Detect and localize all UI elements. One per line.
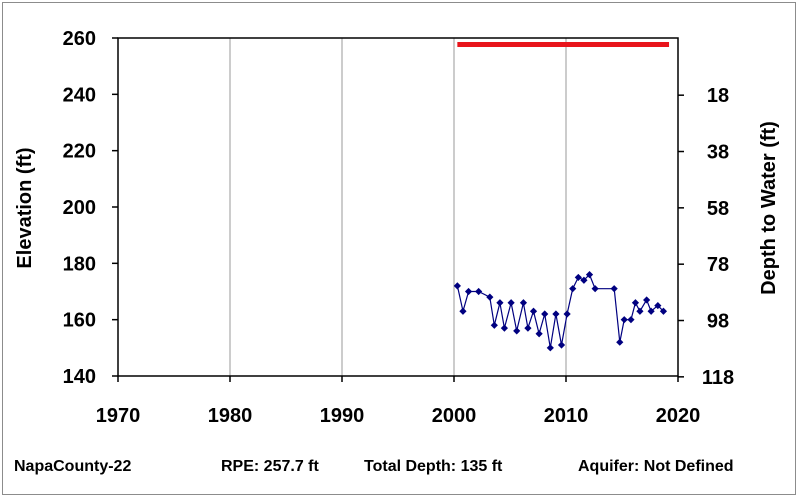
data-point <box>643 296 651 304</box>
data-point <box>616 338 624 346</box>
data-point <box>610 285 618 293</box>
y2-tick-labels: 18 38 58 78 98 118 <box>702 85 734 389</box>
data-point <box>569 285 577 293</box>
data-point <box>453 282 461 290</box>
data-point <box>585 271 594 279</box>
data-point <box>541 310 549 318</box>
data-point <box>580 276 588 284</box>
data-point <box>591 285 599 293</box>
y2-tick-label: 18 <box>707 85 729 107</box>
data-point <box>459 307 467 315</box>
rpe-label: RPE: 257.7 ft <box>221 458 319 475</box>
data-point <box>563 310 571 318</box>
data-point <box>535 330 543 338</box>
data-point <box>464 287 473 296</box>
x-tick-label: 1980 <box>208 405 253 427</box>
data-point <box>557 341 566 349</box>
grid-lines <box>112 37 684 382</box>
y2-tick-label: 98 <box>707 311 729 333</box>
y-tick-label: 140 <box>63 366 96 388</box>
data-point <box>647 307 655 315</box>
aquifer-label: Aquifer: Not Defined <box>578 458 734 475</box>
data-point <box>486 293 494 301</box>
data-point <box>513 327 521 335</box>
data-point <box>654 301 662 310</box>
x-tick-labels: 1970 1980 1990 2000 2010 2020 <box>96 405 701 427</box>
y2-tick-label: 118 <box>702 367 734 389</box>
x-tick-label: 1970 <box>96 405 141 427</box>
data-point <box>496 299 504 307</box>
series-line <box>456 273 664 348</box>
y2-tick-label: 78 <box>707 254 729 276</box>
y-tick-label: 260 <box>63 28 96 50</box>
data-point <box>636 307 644 315</box>
x-tick-label: 2000 <box>432 405 477 427</box>
y-tick-label: 200 <box>63 197 96 219</box>
data-point <box>524 324 532 332</box>
y-tick-labels: 140 160 180 200 220 240 260 <box>63 28 96 388</box>
data-point <box>546 344 554 352</box>
plot-area <box>117 37 679 377</box>
y2-tick-label: 58 <box>707 198 729 220</box>
data-point <box>475 287 483 296</box>
series-group <box>453 271 668 352</box>
data-point <box>500 324 508 332</box>
data-point <box>620 316 628 324</box>
x-tick-label: 2020 <box>656 405 701 427</box>
y2-tick-label: 38 <box>707 142 729 164</box>
data-point <box>552 310 560 318</box>
y2-axis-title: Depth to Water (ft) <box>758 121 780 295</box>
data-point <box>507 299 515 307</box>
data-point <box>631 299 640 307</box>
y-axis-title: Elevation (ft) <box>14 147 36 268</box>
data-point <box>574 273 582 282</box>
y-tick-label: 160 <box>63 310 96 332</box>
data-point <box>519 299 528 307</box>
y-tick-label: 240 <box>63 84 96 106</box>
y-tick-label: 180 <box>63 253 96 275</box>
x-tick-label: 1990 <box>320 405 365 427</box>
well-name-label: NapaCounty-22 <box>14 458 132 475</box>
data-point <box>529 307 538 315</box>
data-point <box>490 321 498 329</box>
total-depth-label: Total Depth: 135 ft <box>364 458 503 475</box>
y-tick-label: 220 <box>63 141 96 163</box>
data-point <box>659 307 668 315</box>
data-point <box>627 316 635 324</box>
x-tick-label: 2010 <box>544 405 589 427</box>
